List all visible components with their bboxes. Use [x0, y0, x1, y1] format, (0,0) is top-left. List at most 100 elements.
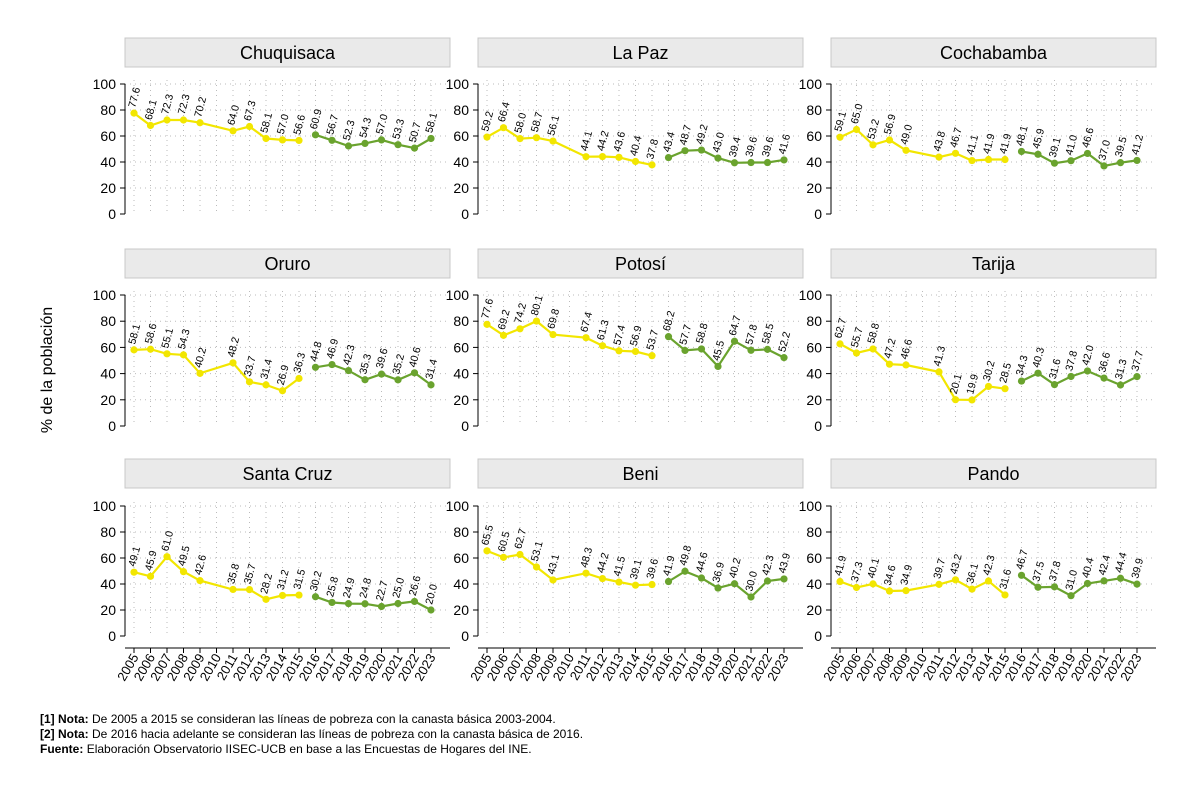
data-label-new-tarija: 37.7: [1129, 349, 1146, 372]
data-point-new-cochabamba: [1083, 149, 1092, 158]
data-label-old-tarija: 58.8: [865, 322, 882, 345]
data-point-old-santa-cruz: [163, 553, 171, 561]
data-point-old-santa-cruz: [196, 577, 204, 585]
source-text: Elaboración Observatorio IISEC-UCB en ba…: [86, 742, 532, 756]
data-point-new-santa-cruz: [410, 597, 419, 606]
data-label-new-oruro: 35.2: [390, 353, 407, 376]
data-label-new-cochabamba: 37.0: [1096, 139, 1113, 162]
data-point-old-cochabamba: [935, 153, 943, 161]
data-label-old-beni: 60.5: [496, 530, 513, 553]
data-point-new-potosi: [747, 346, 755, 354]
data-point-new-pando: [1067, 592, 1075, 600]
data-label-new-cochabamba: 41.2: [1129, 133, 1146, 156]
data-label-old-oruro: 58.6: [143, 322, 160, 345]
footnote-2-label: [2] Nota:: [40, 727, 89, 741]
panel-title-pando: Pando: [967, 464, 1019, 484]
data-point-new-chuquisaca: [410, 144, 419, 152]
data-point-old-chuquisaca: [245, 122, 254, 131]
y-tick-label: 0: [814, 418, 822, 434]
data-point-new-tarija: [1100, 374, 1108, 382]
data-point-old-beni: [549, 576, 557, 584]
data-point-new-tarija: [1067, 372, 1075, 381]
y-tick-label: 0: [108, 628, 116, 644]
data-point-new-santa-cruz: [377, 602, 386, 611]
data-point-new-chuquisaca: [427, 134, 435, 143]
data-label-new-chuquisaca: 54.3: [357, 116, 374, 139]
series-line-old-chuquisaca: [133, 112, 300, 142]
data-point-new-pando: [1116, 574, 1125, 582]
data-point-new-la-paz: [714, 154, 722, 162]
data-label-old-potosi: 53.7: [644, 328, 661, 351]
y-tick-label: 80: [806, 313, 822, 329]
data-point-new-chuquisaca: [344, 142, 353, 150]
panel-title-tarija: Tarija: [972, 254, 1016, 274]
y-tick-label: 20: [806, 180, 822, 196]
data-label-old-oruro: 55.1: [159, 327, 176, 350]
y-tick-label: 100: [799, 498, 823, 514]
data-point-old-oruro: [262, 381, 270, 389]
data-label-new-santa-cruz: 25.0: [390, 576, 407, 599]
data-label-old-tarija: 19.9: [964, 373, 981, 396]
data-point-old-potosi: [582, 334, 590, 342]
panel-header-santa-cruz: [124, 458, 451, 489]
data-label-old-pando: 36.1: [964, 562, 981, 585]
data-label-old-pando: 34.9: [898, 563, 915, 586]
data-point-new-oruro: [377, 370, 386, 378]
data-point-old-cochabamba: [984, 155, 993, 164]
panel-title-beni: Beni: [622, 464, 658, 484]
y-tick-label: 80: [453, 524, 469, 540]
data-point-old-potosi: [549, 330, 557, 339]
data-label-new-chuquisaca: 50.7: [407, 121, 424, 144]
data-label-new-oruro: 40.6: [407, 346, 424, 369]
data-point-new-santa-cruz: [344, 600, 353, 608]
data-label-old-pando: 40.1: [865, 557, 882, 580]
y-tick-label: 40: [100, 154, 116, 170]
panel-header-beni: [477, 458, 804, 489]
y-tick-label: 0: [814, 628, 822, 644]
data-point-old-oruro: [278, 387, 287, 395]
data-point-old-cochabamba: [852, 125, 861, 134]
data-label-old-beni: 39.6: [644, 557, 661, 580]
data-point-new-tarija: [1017, 377, 1026, 385]
data-label-new-santa-cruz: 30.2: [308, 570, 325, 593]
data-point-old-cochabamba: [836, 133, 844, 141]
data-label-new-cochabamba: 45.9: [1030, 127, 1047, 150]
data-label-new-la-paz: 39.6: [743, 135, 760, 158]
data-label-old-beni: 48.3: [578, 546, 595, 569]
y-tick-label: 100: [799, 76, 823, 92]
data-point-old-potosi: [516, 325, 524, 333]
data-label-old-pando: 41.9: [832, 554, 849, 577]
data-label-new-la-paz: 41.6: [776, 133, 793, 156]
data-label-old-potosi: 67.4: [578, 310, 595, 333]
y-tick-label: 20: [100, 392, 116, 408]
data-point-old-chuquisaca: [196, 119, 204, 127]
data-point-old-beni: [499, 553, 508, 561]
data-point-old-beni: [615, 578, 623, 586]
y-tick-label: 40: [100, 576, 116, 592]
data-point-new-cochabamba: [1050, 159, 1059, 167]
data-label-new-beni: 44.6: [694, 551, 711, 574]
y-tick-label: 80: [806, 102, 822, 118]
data-point-new-beni: [714, 584, 722, 592]
data-label-new-santa-cruz: 20.0: [423, 583, 440, 606]
data-label-old-potosi: 69.2: [496, 308, 513, 331]
data-label-new-la-paz: 39.4: [727, 136, 744, 159]
data-point-new-chuquisaca: [361, 139, 369, 148]
data-point-old-pando: [968, 585, 976, 593]
data-label-new-chuquisaca: 57.0: [374, 113, 391, 136]
data-point-old-beni: [598, 574, 607, 583]
data-point-old-pando: [852, 583, 861, 592]
y-tick-label: 100: [446, 76, 470, 92]
data-point-new-la-paz: [763, 158, 772, 167]
data-label-old-chuquisaca: 68.1: [143, 98, 160, 121]
data-point-old-tarija: [836, 340, 844, 348]
data-label-new-potosi: 52.2: [776, 330, 793, 353]
data-point-old-cochabamba: [885, 136, 894, 144]
data-label-new-santa-cruz: 26.6: [407, 574, 424, 597]
data-point-old-pando: [869, 580, 877, 588]
data-point-old-la-paz: [648, 161, 656, 169]
data-point-old-oruro: [245, 378, 254, 386]
data-point-old-santa-cruz: [245, 585, 254, 594]
y-tick-label: 40: [806, 154, 822, 170]
data-label-new-tarija: 34.3: [1014, 354, 1031, 377]
